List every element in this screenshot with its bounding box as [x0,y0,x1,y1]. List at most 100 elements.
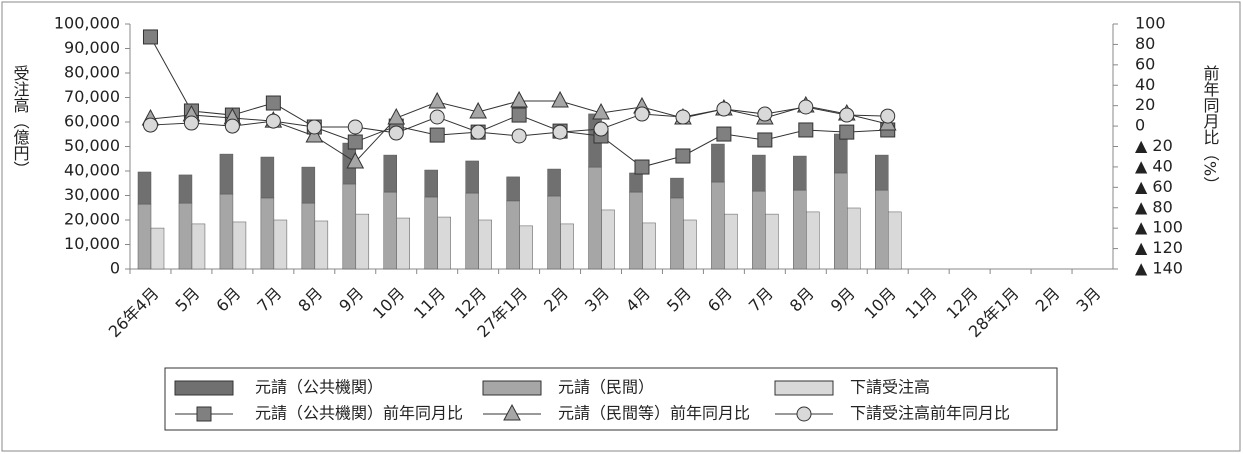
marker [224,118,240,134]
y2-tick-label: ▲ 40 [1135,156,1173,175]
bar-segment [752,154,766,192]
legend-label: 元請（民間） [558,378,654,397]
bar-segment [793,155,807,191]
marker [511,107,527,123]
bar-segment [219,193,234,270]
marker [798,99,814,115]
bar-segment [383,191,397,270]
marker [429,127,445,143]
legend-label: 下請受注高 [850,378,930,397]
bar-segment [752,190,766,270]
bar-segment [506,200,520,270]
y2-tick-label: ▲ 20 [1135,136,1173,155]
bar-segment [424,169,438,198]
marker [470,124,486,140]
bar-segment [588,166,602,270]
bar [683,219,697,270]
y-tick-label: 10,000 [64,234,120,253]
y-tick-label: 20,000 [64,210,120,229]
marker [142,117,158,133]
marker [469,101,487,119]
marker [511,128,527,144]
bar-segment [301,166,316,204]
marker [183,115,199,131]
marker [142,29,158,45]
bar [888,211,902,270]
bar-segment [670,197,684,270]
y-tick-label: 70,000 [64,87,120,106]
bar [847,207,861,270]
y2-tick-label: ▲ 140 [1135,259,1183,278]
marker [592,102,610,120]
y-tick-label: 90,000 [64,38,120,57]
marker [796,406,812,422]
bar-segment [465,192,479,270]
bar-segment [834,133,848,174]
marker [798,122,814,138]
bar-segment [260,156,275,199]
bar-segment [629,191,643,270]
y-tick-label: 100,000 [54,14,120,33]
marker [387,107,406,125]
bar-segment [506,176,520,202]
bar [765,213,779,270]
marker [634,159,650,175]
marker [306,119,322,135]
y2-tick-label: ▲ 100 [1135,218,1183,237]
marker [347,119,363,135]
bar-segment [875,189,889,270]
marker [551,90,569,108]
y2-tick-label: 100 [1135,14,1166,33]
y2-tick-label: 40 [1135,75,1155,94]
bar [806,211,820,270]
bar [191,223,206,270]
legend-swatch [482,380,542,396]
marker [675,148,691,164]
bar-segment [383,154,397,193]
marker [839,124,855,140]
bar [273,219,288,270]
marker [265,95,281,111]
bar-segment [178,202,193,270]
marker [510,90,528,108]
marker [503,403,521,421]
bar-segment [219,153,234,195]
y-tick-label: 0 [110,259,120,278]
y-axis-title: 受注高（億円） [11,65,30,177]
marker [880,108,896,124]
y2-tick-label: 0 [1135,116,1145,135]
y2-tick-label: 80 [1135,34,1155,53]
marker [757,106,773,122]
bar [437,216,451,270]
bar-segment [711,181,725,270]
bar-segment [547,195,561,270]
marker [428,91,447,109]
marker [265,113,281,129]
bar [396,217,410,270]
marker [347,134,363,150]
y-tick-label: 80,000 [64,63,120,82]
legend-swatch [774,380,834,396]
y2-tick-label: ▲ 120 [1135,238,1183,257]
legend-label: 元請（公共機関） [255,378,383,397]
y-tick-label: 50,000 [64,136,120,155]
bar-segment [629,172,643,193]
legend-swatch [174,380,234,396]
bar-segment [670,177,684,199]
y2-axis-title: 前年同月比（%） [1201,65,1220,192]
y2-tick-label: ▲ 80 [1135,197,1173,216]
marker [634,106,650,122]
marker [196,406,212,422]
y-tick-label: 40,000 [64,161,120,180]
bar-segment [342,183,357,270]
bar [150,227,165,270]
y2-tick-label: 60 [1135,54,1155,73]
marker [593,121,609,137]
y-tick-label: 60,000 [64,112,120,131]
bar-segment [178,174,193,204]
bar-segment [137,171,152,205]
bar-segment [875,154,889,191]
legend-label: 元請（公共機関）前年同月比 [255,404,463,423]
